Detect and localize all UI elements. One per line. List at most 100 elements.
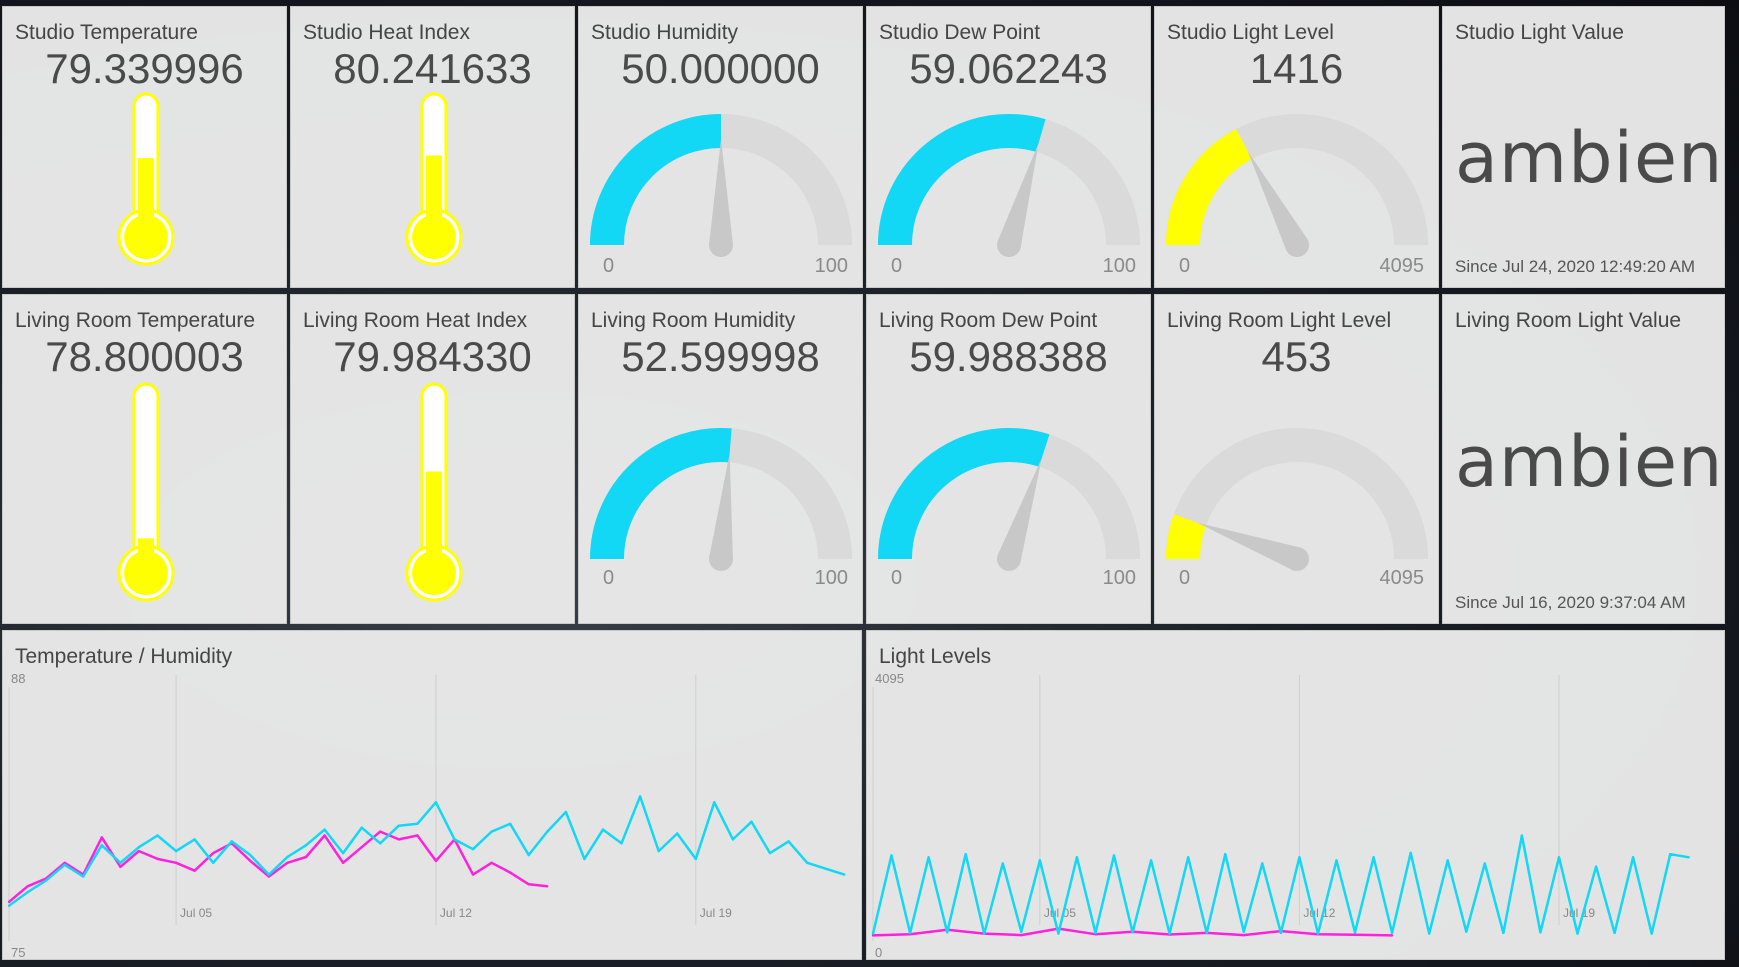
data-point: [676, 832, 679, 835]
chart-title: Light Levels: [879, 645, 992, 668]
data-point: [397, 824, 400, 827]
tile-title: Living Room Light Level: [1167, 309, 1392, 332]
gauge-min-label: 0: [891, 567, 903, 589]
data-point: [1112, 854, 1116, 857]
data-point: [341, 851, 345, 855]
living-room-humidity-tile[interactable]: Living Room Humidity 52.599998 0 100: [578, 294, 863, 624]
data-point: [1390, 934, 1394, 937]
data-point: [1149, 859, 1153, 862]
data-point: [1353, 931, 1357, 934]
data-point: [508, 871, 512, 874]
data-point: [63, 863, 66, 866]
studio-light-level-tile[interactable]: Studio Light Level 1416 0 4095: [1154, 6, 1439, 288]
living-room-light-level-tile[interactable]: Living Room Light Level 453 0 4095: [1154, 294, 1439, 624]
data-point: [508, 822, 512, 825]
tile-title: Living Room Light Value: [1455, 309, 1682, 332]
gauge-max-label: 100: [814, 255, 848, 277]
data-point: [564, 810, 568, 814]
x-tick-label: Jul 12: [1303, 906, 1335, 920]
light-levels-chart-tile[interactable]: Light Levels 4095 0 Jul 05 Jul 12 Jul 19: [866, 630, 1725, 960]
data-point: [323, 828, 326, 831]
tile-title: Living Room Dew Point: [879, 309, 1098, 332]
data-point: [638, 795, 642, 798]
temperature-humidity-chart-tile[interactable]: Temperature / Humidity 88 75 Jul 05 Jul 12 J…: [2, 630, 862, 960]
data-point: [174, 861, 178, 865]
data-point: [1483, 862, 1487, 865]
gauge: [878, 114, 1140, 257]
light-state-value: ambient: [1455, 421, 1725, 503]
gauge-needle-hub: [1285, 233, 1309, 257]
gauge-min-label: 0: [1179, 255, 1191, 277]
data-point: [908, 931, 912, 935]
tile-value: 52.599998: [621, 333, 820, 380]
data-point: [1224, 852, 1227, 856]
gauge: [590, 114, 852, 257]
data-point: [26, 885, 29, 888]
data-point: [1539, 931, 1542, 934]
data-point: [1020, 930, 1023, 933]
thermometer-bulb: [124, 215, 168, 259]
tile-value: 50.000000: [621, 45, 820, 92]
living-room-heat-index-tile[interactable]: Living Room Heat Index 79.984330: [290, 294, 575, 624]
tile-value: 78.800003: [45, 333, 244, 380]
gauge-value-arc: [878, 114, 1046, 246]
gauge-needle-hub: [1285, 547, 1309, 571]
series-line: [8, 830, 548, 903]
data-point: [768, 851, 772, 855]
data-point: [286, 861, 289, 865]
tile-title: Studio Light Level: [1167, 21, 1334, 44]
data-point: [249, 859, 252, 863]
data-point: [137, 846, 141, 849]
gauge: [1166, 114, 1428, 257]
y-tick-label: 75: [11, 945, 25, 960]
data-point: [490, 830, 493, 833]
studio-light-value-tile[interactable]: Studio Light Value ambient Since Jul 24,…: [1442, 6, 1725, 288]
thermometer: [117, 92, 175, 266]
x-tick-label: Jul 19: [1563, 906, 1595, 920]
studio-temperature-tile[interactable]: Studio Temperature 79.339996: [2, 6, 287, 288]
data-point: [871, 934, 875, 937]
tile-value: 453: [1261, 333, 1332, 380]
data-point: [379, 830, 382, 833]
data-point: [1001, 862, 1004, 865]
data-point: [983, 932, 986, 935]
data-point: [1298, 856, 1301, 859]
living-room-light-value-tile[interactable]: Living Room Light Value ambient Since Ju…: [1442, 294, 1725, 624]
chart-svg: 4095 0 Jul 05 Jul 12 Jul 19: [871, 671, 1690, 959]
data-point: [416, 822, 419, 825]
studio-dew-point-tile[interactable]: Studio Dew Point 59.062243 0 100: [866, 6, 1151, 288]
tile-title: Living Room Temperature: [15, 309, 256, 332]
data-point: [1594, 865, 1598, 868]
thermometer: [405, 382, 463, 602]
data-point: [174, 849, 178, 853]
gauge-needle: [997, 143, 1039, 249]
data-point: [1520, 834, 1524, 837]
data-point: [1465, 930, 1468, 933]
gauge-value-arc: [590, 114, 722, 246]
data-point: [286, 855, 289, 859]
data-point: [323, 834, 326, 837]
x-tick-label: Jul 12: [440, 906, 472, 920]
data-point: [1353, 933, 1357, 936]
data-point: [304, 855, 308, 859]
gauge-min-label: 0: [603, 255, 615, 277]
x-tick-label: Jul 19: [700, 906, 732, 920]
data-point: [26, 890, 29, 894]
studio-heat-index-tile[interactable]: Studio Heat Index 80.241633: [290, 6, 575, 288]
data-point: [100, 836, 104, 839]
data-point: [360, 826, 363, 829]
living-room-temperature-tile[interactable]: Living Room Temperature 78.800003: [2, 294, 287, 624]
tile-title: Studio Dew Point: [879, 21, 1041, 44]
living-room-dew-point-tile[interactable]: Living Room Dew Point 59.988388 0 100: [866, 294, 1151, 624]
light-state-value: ambient: [1455, 117, 1725, 199]
thermometer-bulb: [412, 551, 456, 595]
tile-value: 59.062243: [909, 45, 1108, 92]
studio-humidity-tile[interactable]: Studio Humidity 50.000000 0 100: [578, 6, 863, 288]
data-point: [1669, 852, 1672, 856]
tile-title: Studio Light Value: [1455, 21, 1624, 44]
data-point: [490, 861, 493, 865]
data-point: [453, 838, 456, 841]
tile-title: Studio Heat Index: [303, 21, 470, 44]
data-point: [890, 854, 893, 857]
tile-title: Studio Temperature: [15, 21, 198, 44]
